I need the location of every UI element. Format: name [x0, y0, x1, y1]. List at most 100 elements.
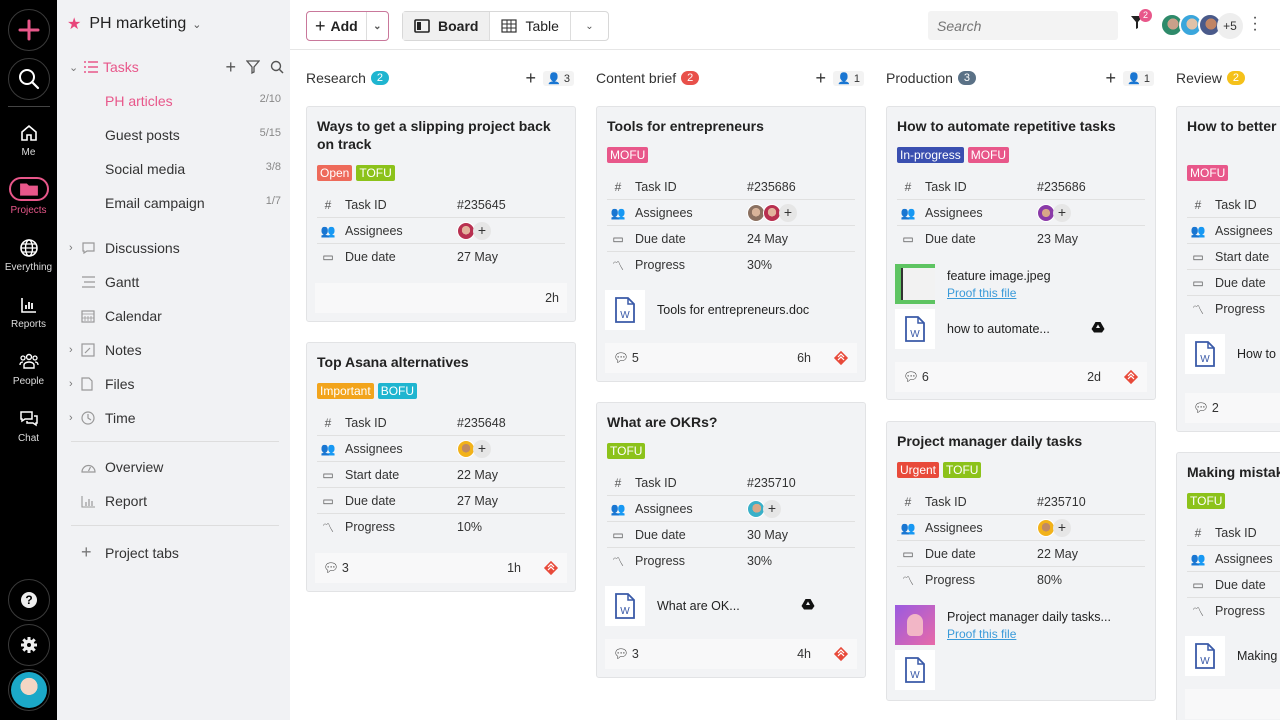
comments-count[interactable]: 💬︎ 3	[613, 646, 639, 662]
settings-button[interactable]	[8, 624, 50, 666]
proof-file-link[interactable]: Proof this file	[947, 285, 1017, 300]
add-task-button[interactable]: +	[1105, 67, 1116, 88]
filter-button[interactable]: 2	[1130, 9, 1152, 35]
time-tracked: 1h	[507, 561, 521, 575]
task-list-social-media[interactable]: Social media 3/8	[105, 161, 281, 177]
comments-count[interactable]: 💬︎ 2	[1193, 400, 1219, 416]
more-members-count: +5	[1217, 13, 1243, 39]
trend-chart-icon: 〽	[1191, 302, 1204, 317]
add-assignee-button[interactable]: +	[763, 499, 781, 518]
svg-text:?: ?	[25, 593, 32, 607]
column-members[interactable]: 👤 3	[543, 70, 574, 86]
add-task-button[interactable]: +	[815, 67, 826, 88]
attachment[interactable]: W how to automate...	[895, 308, 1147, 350]
rail-item-people[interactable]: People	[0, 352, 57, 387]
add-assignee-button[interactable]: +	[473, 439, 491, 458]
rail-item-projects[interactable]: Projects	[0, 177, 57, 216]
google-drive-icon	[801, 599, 815, 610]
add-dropdown-chevron-icon[interactable]: ⌄	[373, 20, 382, 32]
clock-icon	[81, 411, 103, 425]
add-task-button[interactable]: +	[525, 67, 536, 88]
property-due-date: ▭ Due date 30 May	[607, 522, 855, 548]
search-input[interactable]	[928, 11, 1118, 40]
tag-important: Important	[317, 383, 374, 399]
quick-add-button[interactable]	[8, 9, 50, 51]
sidebar-item-tasks[interactable]: ⌄ Tasks +	[69, 57, 284, 77]
task-card[interactable]: Tools for entrepreneurs MOFU # Task ID #23…	[596, 106, 866, 382]
sidebar-item-files[interactable]: › Files	[69, 376, 135, 392]
bar-chart-icon	[20, 298, 36, 313]
rail-item-chat[interactable]: Chat	[0, 409, 57, 444]
column-count-badge: 2	[370, 71, 389, 85]
project-tabs-button[interactable]: + Project tabs	[81, 542, 179, 562]
project-members[interactable]: +5	[1160, 13, 1243, 39]
sidebar-item-overview[interactable]: Overview	[69, 459, 279, 475]
task-card[interactable]: How to automate repetitive tasks In-prog…	[886, 106, 1156, 400]
task-card[interactable]: Making mistake TOFU #Task ID 👥Assignees …	[1176, 452, 1280, 720]
help-button[interactable]: ?	[8, 579, 50, 621]
task-list-guest-posts[interactable]: Guest posts 5/15	[105, 127, 281, 143]
calendar-icon: ▭	[612, 527, 624, 542]
calendar-icon	[81, 309, 103, 323]
task-card[interactable]: Project manager daily tasks Urgent TOFU …	[886, 421, 1156, 701]
attachment-name: What are OK...	[657, 599, 740, 613]
tab-board[interactable]: Board	[403, 12, 491, 40]
plus-icon: +	[81, 542, 92, 562]
attachment[interactable]: W What are OK...	[605, 585, 857, 627]
task-card[interactable]: Top Asana alternatives Important BOFU # T…	[306, 342, 576, 592]
search-icon[interactable]	[270, 60, 284, 74]
word-doc-icon: W	[895, 650, 935, 690]
sidebar-item-notes[interactable]: › Notes	[69, 342, 142, 358]
user-avatar[interactable]	[8, 669, 50, 711]
attachment-image[interactable]: feature image.jpeg Proof this file	[895, 263, 1147, 305]
task-card[interactable]: Ways to get a slipping project back on t…	[306, 106, 576, 322]
proof-file-link[interactable]: Proof this file	[947, 626, 1017, 641]
priority-high-icon	[543, 560, 559, 576]
project-switcher[interactable]: ★ PH marketing ⌄	[67, 14, 201, 34]
folder-icon	[19, 183, 38, 196]
task-title: Project manager daily tasks	[897, 433, 1083, 449]
more-options-icon[interactable]: · · ·	[1252, 9, 1258, 38]
hash-icon: #	[1194, 197, 1202, 212]
task-card[interactable]: How to better h deadlines as a MOFU #Tas…	[1176, 106, 1280, 432]
person-icon: 👤	[1127, 72, 1141, 85]
column-members[interactable]: 👤 1	[1123, 70, 1154, 86]
add-button[interactable]: + Add ⌄	[306, 11, 389, 41]
property-progress: 〽 Progress 10%	[317, 514, 565, 540]
sidebar-item-calendar[interactable]: Calendar	[69, 308, 279, 324]
people-icon: 👥	[1190, 223, 1206, 238]
comments-count[interactable]: 💬︎ 5	[613, 350, 639, 366]
sidebar-item-gantt[interactable]: Gantt	[69, 274, 279, 290]
google-drive-icon	[1091, 322, 1105, 333]
add-assignee-button[interactable]: +	[1053, 518, 1071, 537]
attachment[interactable]: W Tools for entrepreneurs.doc	[605, 289, 857, 331]
rail-item-everything[interactable]: Everything	[0, 238, 57, 273]
comments-count[interactable]: 💬︎ 6	[903, 369, 929, 385]
task-list-email-campaign[interactable]: Email campaign 1/7	[105, 195, 281, 211]
rail-item-me[interactable]: Me	[0, 123, 57, 158]
attachment[interactable]: W How to	[1185, 333, 1280, 375]
more-views-chevron-icon[interactable]: ⌄	[585, 20, 594, 32]
filter-icon[interactable]	[246, 60, 260, 74]
trend-chart-icon: 〽	[611, 258, 624, 273]
task-card[interactable]: What are OKRs? TOFU # Task ID #235710 👥 Ass…	[596, 402, 866, 678]
tab-table[interactable]: Table	[490, 12, 571, 40]
column-members[interactable]: 👤 1	[833, 70, 864, 86]
sidebar-item-time[interactable]: › Time	[69, 410, 136, 426]
sidebar-item-discussions[interactable]: › Discussions	[69, 240, 180, 256]
attachment[interactable]: W	[895, 649, 1147, 691]
add-assignee-button[interactable]: +	[473, 221, 491, 240]
rail-item-reports[interactable]: Reports	[0, 295, 57, 330]
attachment-image[interactable]: Project manager daily tasks... Proof this…	[895, 604, 1147, 646]
attachment[interactable]: W Making	[1185, 635, 1280, 677]
property-start-date: ▭ Start date 22 May	[317, 462, 565, 488]
add-assignee-button[interactable]: +	[779, 203, 797, 222]
filter-count-badge: 2	[1139, 9, 1152, 22]
add-task-list-button[interactable]: +	[225, 57, 236, 77]
comments-count[interactable]: 💬︎ 3	[323, 560, 349, 576]
sidebar-item-report[interactable]: Report	[69, 493, 279, 509]
task-list-ph-articles[interactable]: PH articles 2/10	[105, 93, 281, 109]
global-search-button[interactable]	[8, 58, 50, 100]
property-task-id: # Task ID #235686	[607, 174, 855, 200]
add-assignee-button[interactable]: +	[1053, 203, 1071, 222]
